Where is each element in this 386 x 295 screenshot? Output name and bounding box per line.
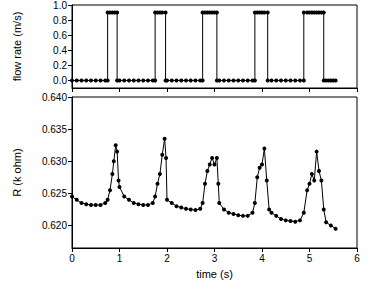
svg-text:3: 3 xyxy=(212,253,218,264)
svg-text:0.640: 0.640 xyxy=(42,92,67,103)
svg-text:R (k ohm): R (k ohm) xyxy=(11,148,23,196)
svg-text:0.0: 0.0 xyxy=(53,75,67,86)
svg-text:4: 4 xyxy=(259,253,265,264)
svg-text:2: 2 xyxy=(164,253,170,264)
svg-text:0.620: 0.620 xyxy=(42,220,67,231)
svg-text:6: 6 xyxy=(354,253,360,264)
svg-text:0.635: 0.635 xyxy=(42,124,67,135)
svg-text:1.0: 1.0 xyxy=(53,0,67,11)
svg-text:0.8: 0.8 xyxy=(53,15,67,26)
svg-text:0.2: 0.2 xyxy=(53,60,67,71)
svg-text:0.630: 0.630 xyxy=(42,156,67,167)
svg-text:5: 5 xyxy=(307,253,313,264)
svg-text:flow rate (m/s): flow rate (m/s) xyxy=(11,12,23,82)
svg-text:0.625: 0.625 xyxy=(42,188,67,199)
svg-text:time (s): time (s) xyxy=(196,268,233,280)
svg-text:0.4: 0.4 xyxy=(53,45,67,56)
svg-text:0.6: 0.6 xyxy=(53,30,67,41)
svg-text:0: 0 xyxy=(69,253,75,264)
svg-text:1: 1 xyxy=(117,253,123,264)
